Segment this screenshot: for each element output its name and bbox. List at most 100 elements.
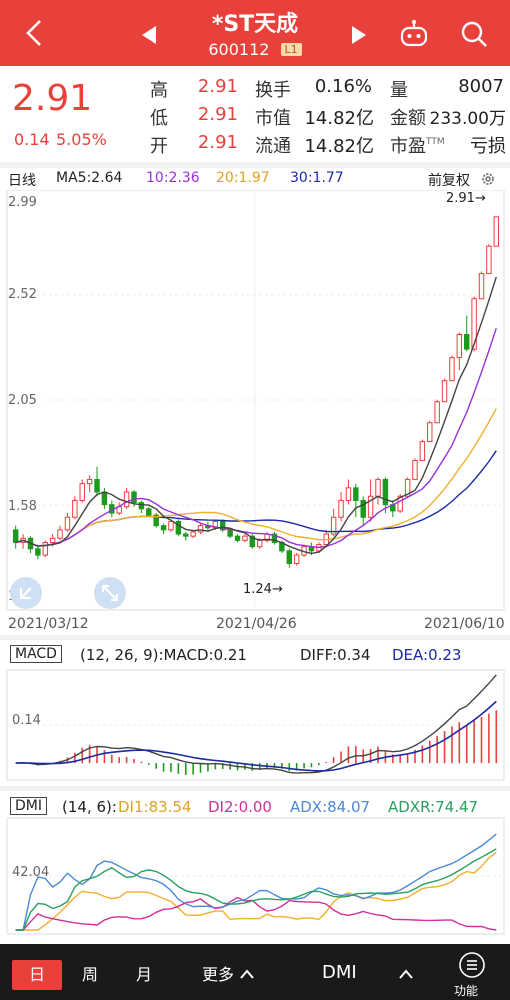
tab-month[interactable]: 月 xyxy=(136,965,153,984)
candle-body xyxy=(131,491,137,504)
y-tick-label: 2.99 xyxy=(8,195,37,210)
candle-body xyxy=(486,245,492,275)
kline-chart-area[interactable]: 2.99 2.52 2.05 1.58 1.11 2.91→ 1.24→ 202… xyxy=(0,190,510,944)
search-icon[interactable] xyxy=(458,18,490,50)
candle-body xyxy=(412,460,418,480)
pe-label: 市盈TTM xyxy=(390,132,445,158)
y-tick-label: 2.52 xyxy=(8,287,37,302)
candle-body xyxy=(49,537,56,543)
pe-ttm: TTM xyxy=(426,137,445,147)
low-annotation: 1.24→ xyxy=(243,582,283,597)
candle-body xyxy=(464,333,470,350)
candle-body xyxy=(256,539,263,548)
candle-body xyxy=(293,554,300,564)
diff-line xyxy=(15,674,497,774)
macd-params: (12, 26, 9):MACD:0.21 xyxy=(80,646,247,664)
candle-body xyxy=(12,529,19,543)
function-label: 功能 xyxy=(454,984,479,998)
expand-icon[interactable] xyxy=(94,577,126,609)
ma-lines-group xyxy=(15,276,497,555)
candle-body xyxy=(190,531,196,537)
dmi-di1: DI1:83.54 xyxy=(118,798,192,816)
candle-body xyxy=(419,441,426,462)
ma10-line xyxy=(15,327,497,549)
candle-body xyxy=(212,520,219,529)
candle-body xyxy=(57,529,63,539)
candle-body xyxy=(427,422,433,443)
candle-body xyxy=(220,520,226,531)
adxr-line xyxy=(15,848,497,931)
ma20-value: 20:1.97 xyxy=(216,170,270,186)
candle-body xyxy=(197,525,204,533)
candle-body xyxy=(397,495,403,512)
zoom-out-button[interactable] xyxy=(10,577,42,609)
robot-assistant-icon[interactable] xyxy=(398,18,430,50)
dmi-selector[interactable]: DMI xyxy=(10,797,47,815)
candle-body xyxy=(234,535,241,541)
tab-more[interactable]: 更多 xyxy=(202,960,255,990)
back-icon[interactable] xyxy=(20,18,48,48)
y-tick-label: 1.58 xyxy=(8,499,37,514)
indicator-switch[interactable]: DMI xyxy=(322,962,357,983)
candle-body xyxy=(146,508,152,516)
candle-body xyxy=(330,516,337,535)
macd-axis-label: 0.14 xyxy=(12,713,41,728)
ma5-value: MA5:2.64 xyxy=(56,170,123,186)
next-stock-icon[interactable] xyxy=(352,26,366,44)
candle-body xyxy=(353,487,359,501)
candle-body xyxy=(471,298,477,350)
candle-body xyxy=(64,516,71,531)
candle-body xyxy=(360,499,366,518)
prev-stock-icon[interactable] xyxy=(142,26,156,44)
ma30-value: 30:1.77 xyxy=(290,170,344,186)
candle-body xyxy=(227,529,233,537)
pe-value: 亏损 xyxy=(470,136,506,157)
pe-label-text: 市盈 xyxy=(390,136,426,157)
candle-body xyxy=(42,541,48,556)
candle-body xyxy=(375,478,381,497)
ma10-value: 10:2.36 xyxy=(146,170,200,186)
candle-body xyxy=(175,520,182,535)
volume-label: 量 xyxy=(390,80,408,101)
tab-day[interactable]: 日 xyxy=(12,960,62,990)
float-cap-value: 14.82亿 xyxy=(304,136,374,157)
di1-line xyxy=(15,852,497,931)
tab-more-label: 更多 xyxy=(202,965,235,984)
level-badge: L1 xyxy=(280,43,302,56)
candle-body xyxy=(160,525,167,531)
gear-icon[interactable] xyxy=(480,171,496,187)
candle-body xyxy=(404,478,411,497)
candle-body xyxy=(123,491,130,508)
market-cap-value: 14.82亿 xyxy=(304,108,374,129)
macd-selector[interactable]: MACD xyxy=(10,645,62,663)
high-label: 高 xyxy=(150,80,168,101)
chevron-up-icon[interactable] xyxy=(398,966,414,982)
amount-value: 233.00万 xyxy=(429,109,506,129)
menu-icon[interactable] xyxy=(458,951,486,979)
dmi-adx: ADX:84.07 xyxy=(290,798,371,816)
volume-value: 8007 xyxy=(458,76,504,97)
candle-body xyxy=(286,550,292,564)
tab-week[interactable]: 周 xyxy=(82,965,99,984)
price-change-pct: 5.05% xyxy=(56,130,107,149)
period-label: 日线 xyxy=(8,173,36,189)
candle-body xyxy=(249,535,256,548)
low-value: 2.91 xyxy=(197,104,238,125)
candle-body xyxy=(79,483,85,501)
candle-body xyxy=(168,520,174,531)
dmi-params: (14, 6): xyxy=(62,798,117,816)
x-date-label: 2021/04/26 xyxy=(216,616,297,632)
candle-body xyxy=(153,514,159,527)
candle-body xyxy=(101,491,108,506)
divider xyxy=(0,635,510,640)
candle-body xyxy=(345,487,352,501)
turnover-value: 0.16% xyxy=(314,76,372,97)
chevron-up-icon xyxy=(240,969,254,979)
header-bar: *ST天成 600112 L1 xyxy=(0,0,510,66)
candle-body xyxy=(382,478,389,506)
candle-body xyxy=(367,495,374,518)
adjust-button[interactable]: 前复权 xyxy=(428,173,470,189)
quote-panel: 2.91 0.14 5.05% 高 2.91 换手 0.16% 量 8007 低… xyxy=(0,66,510,162)
candle-body xyxy=(86,478,93,485)
